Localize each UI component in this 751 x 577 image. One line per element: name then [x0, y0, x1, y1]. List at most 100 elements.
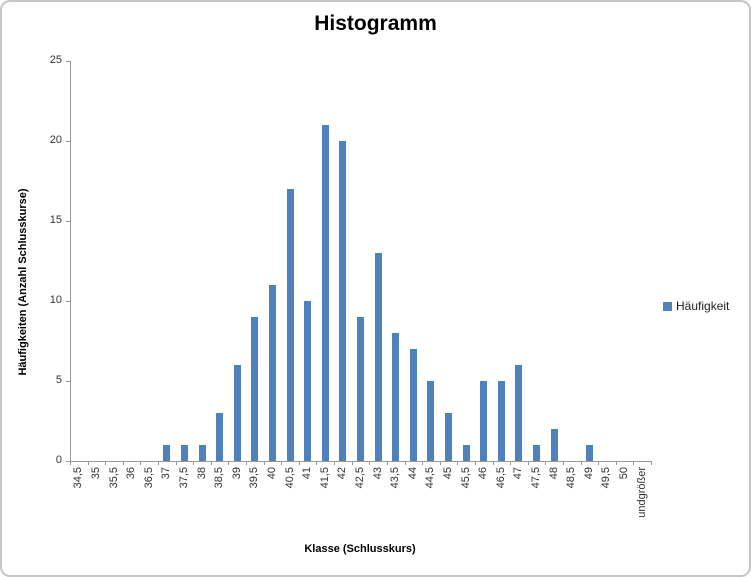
legend-label: Häufigkeit	[676, 299, 730, 313]
x-tick-mark	[246, 461, 247, 465]
x-tick-mark	[405, 461, 406, 465]
x-tick-label: 45	[442, 467, 455, 480]
x-tick-label: undgrößer	[635, 467, 648, 518]
y-tick-label: 0	[55, 454, 62, 466]
x-tick-mark	[123, 461, 124, 465]
y-axis-line	[70, 61, 71, 462]
x-tick-label: 42,5	[354, 467, 366, 489]
legend-swatch-icon	[663, 301, 672, 311]
x-tick-mark	[493, 461, 494, 465]
x-tick-label: 46,5	[494, 467, 507, 489]
x-tick-label: 40,5	[283, 467, 296, 489]
x-tick-mark	[264, 461, 265, 465]
x-tick-mark	[457, 461, 458, 465]
bar-47,5	[533, 445, 541, 461]
bar-48	[550, 429, 558, 461]
x-tick-label: 47,5	[530, 467, 543, 489]
bar-42	[339, 141, 347, 461]
x-tick-label: 35	[89, 467, 102, 480]
bar-37	[163, 445, 171, 461]
x-tick-mark	[281, 461, 282, 465]
y-tick-mark	[66, 141, 70, 142]
x-tick-mark	[422, 461, 423, 465]
x-tick-label: 35,5	[107, 467, 120, 489]
x-tick-label: 37	[160, 467, 173, 480]
y-tick-label: 20	[49, 134, 62, 146]
bar-39,5	[251, 317, 259, 461]
x-tick-mark	[369, 461, 370, 465]
x-tick-mark	[528, 461, 529, 465]
bar-41,5	[321, 125, 329, 461]
x-tick-label: 43,5	[389, 467, 402, 489]
chart-title: Histogramm	[314, 12, 437, 35]
x-tick-label: 39,5	[248, 467, 261, 489]
bar-49	[585, 445, 593, 461]
x-tick-mark	[158, 461, 159, 465]
x-tick-label: 49,5	[600, 467, 613, 489]
bar-37,5	[180, 445, 188, 461]
x-tick-mark	[70, 461, 71, 465]
legend: Häufigkeit	[663, 299, 729, 313]
x-tick-mark	[563, 461, 564, 465]
x-tick-mark	[176, 461, 177, 465]
x-tick-mark	[510, 461, 511, 465]
x-tick-label: 39	[230, 467, 243, 480]
x-tick-label: 48,5	[565, 467, 578, 489]
bar-42,5	[357, 317, 364, 461]
x-tick-mark	[598, 461, 599, 465]
x-tick-mark	[387, 461, 388, 465]
bar-44,5	[427, 381, 435, 461]
y-tick-mark	[66, 381, 70, 382]
y-tick-label: 5	[55, 374, 62, 386]
x-tick-mark	[581, 461, 582, 465]
x-tick-label: 46	[477, 467, 490, 480]
y-tick-mark	[66, 461, 70, 462]
y-tick-label: 10	[49, 294, 62, 306]
x-tick-label: 45,5	[459, 467, 472, 489]
x-tick-label: 34,5	[72, 467, 85, 489]
x-tick-mark	[193, 461, 194, 465]
bar-46,5	[497, 381, 505, 461]
bar-38,5	[216, 413, 224, 461]
bar-38	[198, 445, 206, 461]
y-tick-label: 25	[49, 54, 62, 66]
x-tick-label: 48	[547, 467, 560, 480]
x-tick-label: 38,5	[213, 467, 226, 489]
bar-39	[233, 365, 241, 461]
x-tick-mark	[651, 461, 652, 465]
bar-40,5	[286, 189, 294, 461]
y-tick-mark	[66, 301, 70, 302]
x-tick-mark	[352, 461, 353, 465]
bar-47	[515, 365, 523, 461]
x-tick-label: 41,5	[318, 467, 331, 489]
x-tick-mark	[545, 461, 546, 465]
x-tick-label: 44	[406, 467, 419, 480]
x-tick-mark	[316, 461, 317, 465]
bar-43,5	[392, 333, 400, 461]
x-axis-line	[70, 461, 651, 462]
x-tick-mark	[105, 461, 106, 465]
x-tick-label: 49	[582, 467, 595, 480]
x-tick-mark	[440, 461, 441, 465]
y-tick-mark	[66, 221, 70, 222]
x-tick-mark	[228, 461, 229, 465]
x-tick-label: 36,5	[142, 467, 155, 489]
x-tick-mark	[299, 461, 300, 465]
bar-46	[480, 381, 488, 461]
x-tick-label: 47	[512, 467, 525, 480]
x-tick-label: 44,5	[424, 467, 437, 489]
x-tick-label: 50	[618, 467, 631, 480]
x-tick-mark	[334, 461, 335, 465]
bar-41	[304, 301, 312, 461]
x-tick-mark	[88, 461, 89, 465]
x-tick-label: 38	[195, 467, 208, 480]
bar-45	[445, 413, 453, 461]
bar-40	[268, 285, 276, 461]
x-tick-label: 37,5	[177, 467, 190, 489]
x-tick-label: 41	[301, 467, 314, 480]
x-axis-title: Klasse (Schlusskurs)	[304, 543, 416, 555]
x-tick-mark	[616, 461, 617, 465]
x-tick-mark	[140, 461, 141, 465]
bar-45,5	[462, 445, 470, 461]
